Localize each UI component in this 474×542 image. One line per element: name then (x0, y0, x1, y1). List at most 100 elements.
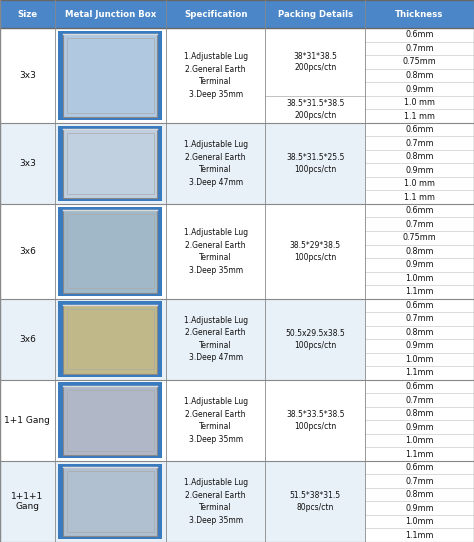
FancyBboxPatch shape (58, 383, 162, 458)
FancyBboxPatch shape (63, 386, 157, 455)
FancyBboxPatch shape (63, 210, 157, 293)
FancyBboxPatch shape (55, 380, 166, 461)
FancyBboxPatch shape (166, 380, 265, 461)
Text: 1.0mm: 1.0mm (405, 517, 434, 526)
Text: 0.75mm: 0.75mm (402, 57, 437, 67)
FancyBboxPatch shape (63, 305, 157, 374)
Text: 0.8mm: 0.8mm (405, 247, 434, 256)
FancyBboxPatch shape (58, 207, 162, 296)
FancyBboxPatch shape (265, 380, 365, 461)
FancyBboxPatch shape (265, 28, 365, 123)
FancyBboxPatch shape (265, 204, 365, 299)
FancyBboxPatch shape (166, 123, 265, 204)
Text: 0.8mm: 0.8mm (405, 409, 434, 418)
FancyBboxPatch shape (265, 123, 365, 204)
Text: 1.0 mm: 1.0 mm (404, 179, 435, 188)
FancyBboxPatch shape (166, 204, 265, 299)
Text: 1.0mm: 1.0mm (405, 436, 434, 445)
Text: 1+1 Gang: 1+1 Gang (4, 416, 50, 425)
FancyBboxPatch shape (55, 204, 166, 299)
Text: 0.6mm: 0.6mm (405, 463, 434, 472)
Text: 1.1 mm: 1.1 mm (404, 193, 435, 202)
Text: 3x3: 3x3 (19, 159, 36, 168)
Text: 0.9mm: 0.9mm (405, 341, 434, 351)
Text: Size: Size (17, 10, 37, 18)
Text: 0.9mm: 0.9mm (405, 504, 434, 513)
Text: 0.6mm: 0.6mm (405, 382, 434, 391)
Text: 1+1+1
Gang: 1+1+1 Gang (11, 492, 44, 511)
FancyBboxPatch shape (0, 299, 55, 380)
Text: 1.1mm: 1.1mm (405, 450, 434, 459)
Text: 0.9mm: 0.9mm (405, 166, 434, 175)
FancyBboxPatch shape (58, 126, 162, 201)
FancyBboxPatch shape (58, 463, 162, 539)
Text: 38*31*38.5
200pcs/ctn: 38*31*38.5 200pcs/ctn (293, 51, 337, 73)
Text: 0.7mm: 0.7mm (405, 476, 434, 486)
Text: 1.Adjustable Lug
2.General Earth
Terminal
3.Deep 35mm: 1.Adjustable Lug 2.General Earth Termina… (183, 478, 248, 525)
FancyBboxPatch shape (166, 299, 265, 380)
FancyBboxPatch shape (265, 299, 365, 380)
Text: 1.1mm: 1.1mm (405, 531, 434, 540)
Text: 38.5*31.5*38.5
200pcs/ctn: 38.5*31.5*38.5 200pcs/ctn (286, 99, 345, 120)
FancyBboxPatch shape (166, 28, 265, 123)
Text: 0.6mm: 0.6mm (405, 125, 434, 134)
Text: 1.1mm: 1.1mm (405, 287, 434, 296)
Text: 3x6: 3x6 (19, 334, 36, 344)
Text: Packing Details: Packing Details (278, 10, 353, 18)
FancyBboxPatch shape (0, 123, 55, 204)
Text: 0.6mm: 0.6mm (405, 30, 434, 40)
Text: 0.7mm: 0.7mm (405, 220, 434, 229)
FancyBboxPatch shape (55, 461, 166, 542)
FancyBboxPatch shape (365, 461, 474, 542)
FancyBboxPatch shape (58, 301, 162, 377)
Text: 51.5*38*31.5
80pcs/ctn: 51.5*38*31.5 80pcs/ctn (290, 491, 341, 512)
FancyBboxPatch shape (0, 28, 55, 123)
Text: 0.7mm: 0.7mm (405, 139, 434, 147)
FancyBboxPatch shape (55, 123, 166, 204)
Text: 0.8mm: 0.8mm (405, 328, 434, 337)
FancyBboxPatch shape (365, 28, 474, 123)
Text: 0.9mm: 0.9mm (405, 423, 434, 431)
FancyBboxPatch shape (365, 123, 474, 204)
Text: 38.5*29*38.5
100pcs/ctn: 38.5*29*38.5 100pcs/ctn (290, 241, 341, 262)
Text: 0.7mm: 0.7mm (405, 44, 434, 53)
Text: 1.0mm: 1.0mm (405, 355, 434, 364)
Text: 0.6mm: 0.6mm (405, 301, 434, 310)
FancyBboxPatch shape (365, 380, 474, 461)
Text: Metal Junction Box: Metal Junction Box (64, 10, 156, 18)
FancyBboxPatch shape (0, 380, 55, 461)
Text: 3x3: 3x3 (19, 71, 36, 80)
FancyBboxPatch shape (55, 28, 166, 123)
FancyBboxPatch shape (365, 204, 474, 299)
Text: 1.0mm: 1.0mm (405, 274, 434, 283)
FancyBboxPatch shape (365, 299, 474, 380)
Text: 0.6mm: 0.6mm (405, 206, 434, 215)
Text: 1.Adjustable Lug
2.General Earth
Terminal
3.Deep 35mm: 1.Adjustable Lug 2.General Earth Termina… (183, 228, 248, 275)
Text: 1.Adjustable Lug
2.General Earth
Terminal
3.Deep 47mm: 1.Adjustable Lug 2.General Earth Termina… (183, 316, 248, 363)
Text: 1.Adjustable Lug
2.General Earth
Terminal
3.Deep 35mm: 1.Adjustable Lug 2.General Earth Termina… (183, 397, 248, 443)
Text: 1.Adjustable Lug
2.General Earth
Terminal
3.Deep 35mm: 1.Adjustable Lug 2.General Earth Termina… (183, 52, 248, 99)
FancyBboxPatch shape (63, 34, 157, 117)
FancyBboxPatch shape (63, 129, 157, 198)
Text: 0.8mm: 0.8mm (405, 152, 434, 161)
Text: 38.5*33.5*38.5
100pcs/ctn: 38.5*33.5*38.5 100pcs/ctn (286, 410, 345, 431)
FancyBboxPatch shape (58, 31, 162, 120)
Text: 0.9mm: 0.9mm (405, 260, 434, 269)
FancyBboxPatch shape (0, 204, 55, 299)
FancyBboxPatch shape (55, 299, 166, 380)
Text: Thickness: Thickness (395, 10, 444, 18)
Text: 1.1mm: 1.1mm (405, 369, 434, 377)
Text: 0.7mm: 0.7mm (405, 314, 434, 324)
FancyBboxPatch shape (0, 461, 55, 542)
Text: 0.7mm: 0.7mm (405, 396, 434, 404)
Text: 0.75mm: 0.75mm (402, 233, 437, 242)
FancyBboxPatch shape (166, 461, 265, 542)
Text: 38.5*31.5*25.5
100pcs/ctn: 38.5*31.5*25.5 100pcs/ctn (286, 153, 345, 174)
FancyBboxPatch shape (265, 461, 365, 542)
FancyBboxPatch shape (63, 467, 157, 536)
Text: 0.8mm: 0.8mm (405, 71, 434, 80)
Text: 0.8mm: 0.8mm (405, 490, 434, 499)
Text: 1.Adjustable Lug
2.General Earth
Terminal
3.Deep 47mm: 1.Adjustable Lug 2.General Earth Termina… (183, 140, 248, 186)
Text: 3x6: 3x6 (19, 247, 36, 256)
Text: 1.0 mm: 1.0 mm (404, 98, 435, 107)
